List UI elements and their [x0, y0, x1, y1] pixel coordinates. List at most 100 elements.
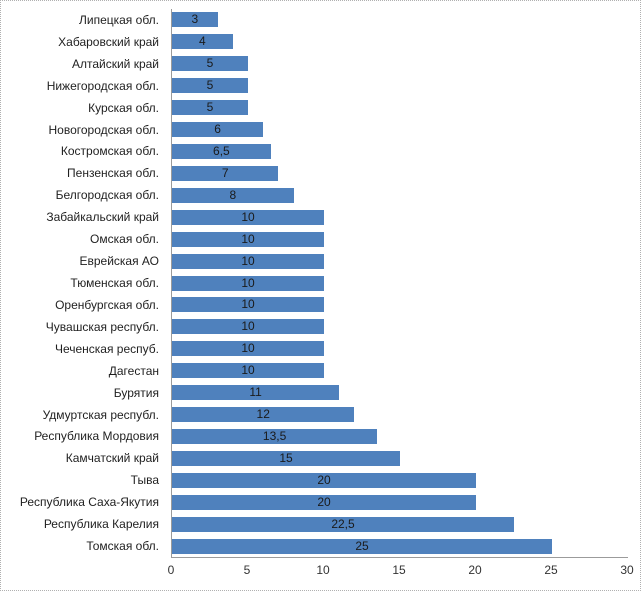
category-label: Дагестан — [108, 363, 159, 378]
bar-row: Хабаровский край 4 — [1, 31, 640, 53]
bar-row: Алтайский край 5 — [1, 53, 640, 75]
bar-value-label: 11 — [249, 385, 262, 400]
bar-track: 4 — [172, 34, 640, 50]
category-label: Оренбургская обл. — [55, 297, 159, 312]
bar: 10 — [172, 209, 324, 225]
category-label: Тыва — [130, 473, 159, 488]
bar-row: Томская обл. 25 — [1, 535, 640, 557]
bar: 4 — [172, 34, 233, 50]
bar-track: 5 — [172, 100, 640, 116]
bar-row: Камчатский край 15 — [1, 447, 640, 469]
bar: 10 — [172, 319, 324, 335]
bar-row: Республика Карелия 22,5 — [1, 513, 640, 535]
bar: 5 — [172, 56, 248, 72]
bar-row: Оренбургская обл. 10 — [1, 294, 640, 316]
bar-value-label: 10 — [241, 231, 255, 246]
bar: 5 — [172, 78, 248, 94]
bar-value-label: 10 — [241, 297, 255, 312]
bar: 10 — [172, 341, 324, 357]
bar-track: 10 — [172, 253, 640, 269]
bar-value-label: 10 — [241, 319, 255, 334]
bar-track: 10 — [172, 275, 640, 291]
category-label: Алтайский край — [71, 56, 159, 71]
bar-track: 10 — [172, 363, 640, 379]
bar-track: 5 — [172, 78, 640, 94]
bar-track: 15 — [172, 450, 640, 466]
bar-track: 20 — [172, 494, 640, 510]
bar-value-label: 5 — [206, 56, 214, 71]
bar-value-label: 6 — [214, 122, 221, 137]
bar-track: 13,5 — [172, 428, 640, 444]
bar-value-label: 15 — [279, 450, 293, 465]
bar: 7 — [172, 165, 279, 181]
category-label: Камчатский край — [65, 451, 159, 466]
bar-track: 22,5 — [172, 516, 640, 532]
bar-row: Еврейская АО 10 — [1, 250, 640, 272]
bar: 8 — [172, 187, 294, 203]
bar-row: Республика Мордовия 13,5 — [1, 426, 640, 448]
x-axis-tick-label: 5 — [243, 563, 251, 577]
bar: 10 — [172, 275, 324, 291]
bar-value-label: 10 — [241, 275, 255, 290]
bar-row: Дагестан 10 — [1, 360, 640, 382]
category-label: Костромская обл. — [60, 144, 159, 159]
bar-row: Республика Саха-Якутия 20 — [1, 491, 640, 513]
bar-value-label: 5 — [206, 100, 214, 115]
category-label: Чеченская респуб. — [54, 341, 159, 356]
category-label: Новогородская обл. — [48, 122, 160, 137]
category-label: Томская обл. — [86, 539, 159, 554]
category-label: Бурятия — [113, 385, 159, 400]
bar-row: Удмуртская республ. 12 — [1, 404, 640, 426]
category-label: Липецкая обл. — [79, 12, 159, 27]
bar: 15 — [172, 450, 400, 466]
bar: 10 — [172, 363, 324, 379]
bar-track: 5 — [172, 56, 640, 72]
category-label: Нижегородская обл. — [46, 78, 159, 93]
category-label: Хабаровский край — [58, 34, 159, 49]
bar-row: Липецкая обл. 3 — [1, 9, 640, 31]
category-label: Чувашская республ. — [45, 319, 159, 334]
bar: 25 — [172, 538, 552, 554]
x-axis-tick-label: 0 — [167, 563, 175, 577]
category-label: Курская обл. — [88, 100, 159, 115]
bar-value-label: 10 — [241, 209, 255, 224]
bar-value-label: 10 — [241, 253, 255, 268]
bar-track: 10 — [172, 341, 640, 357]
bar-track: 11 — [172, 385, 640, 401]
bar-value-label: 8 — [229, 187, 237, 202]
bar: 12 — [172, 407, 355, 423]
bar: 6,5 — [172, 143, 271, 159]
bar: 11 — [172, 385, 340, 401]
bar-value-label: 4 — [199, 34, 206, 49]
category-label: Республика Мордовия — [34, 429, 159, 444]
bar-row: Омская обл. 10 — [1, 228, 640, 250]
bar-row: Чувашская республ. 10 — [1, 316, 640, 338]
bar-value-label: 3 — [191, 12, 199, 27]
category-label: Омская обл. — [90, 232, 159, 247]
bar-value-label: 20 — [317, 494, 331, 509]
bar: 20 — [172, 472, 476, 488]
x-axis-tick-label: 10 — [316, 563, 330, 577]
bar-track: 12 — [172, 407, 640, 423]
x-axis-ticks: 0 5 10 15 20 25 30 — [1, 563, 640, 582]
bar-value-label: 22,5 — [331, 516, 355, 531]
bar-value-label: 13,5 — [262, 428, 287, 443]
bar-row: Белгородская обл. 8 — [1, 184, 640, 206]
bar-track: 6,5 — [172, 143, 640, 159]
x-axis-tick-label: 20 — [468, 563, 482, 577]
bar-value-label: 5 — [206, 78, 214, 93]
bar-row: Пензенская обл. 7 — [1, 162, 640, 184]
bar-track: 25 — [172, 538, 640, 554]
bar: 13,5 — [172, 428, 378, 444]
category-label: Еврейская АО — [79, 254, 159, 269]
bar-value-label: 10 — [241, 341, 255, 356]
bar-track: 3 — [172, 12, 640, 28]
bar: 6 — [172, 122, 264, 138]
bar: 3 — [172, 12, 218, 28]
category-label: Республика Карелия — [43, 517, 159, 532]
x-axis-tick-label: 30 — [620, 563, 634, 577]
bar: 10 — [172, 231, 324, 247]
bar-track: 10 — [172, 209, 640, 225]
bar-track: 20 — [172, 472, 640, 488]
